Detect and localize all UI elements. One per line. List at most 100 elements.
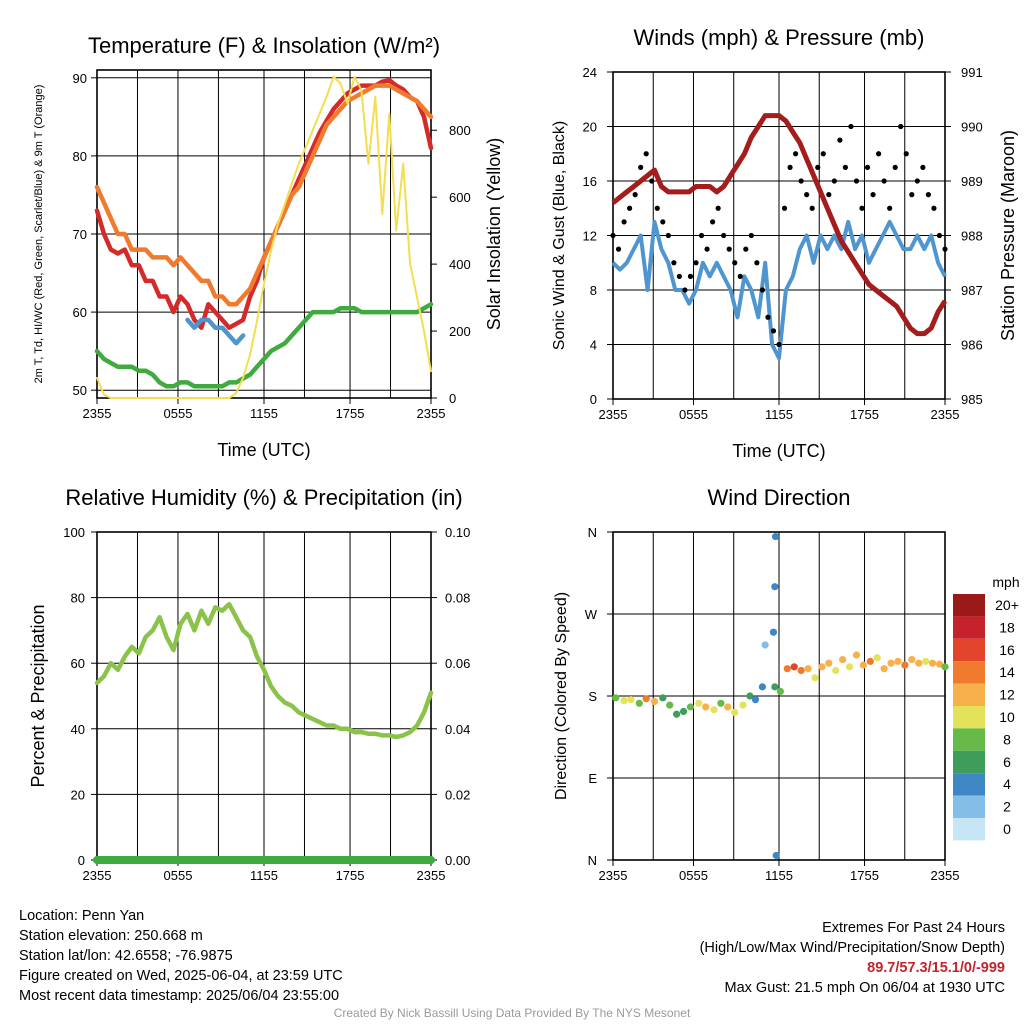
direction-point [659, 694, 667, 702]
y-tick-label: S [588, 689, 597, 704]
direction-point [832, 666, 840, 675]
gust-point [864, 164, 871, 170]
gust-point [925, 192, 932, 198]
direction-point [941, 663, 949, 671]
x-tick-label: 2355 [931, 868, 960, 883]
gust-point [676, 273, 683, 279]
credit-text: Created By Nick Bassill Using Data Provi… [333, 1006, 691, 1020]
gust-point [660, 219, 666, 225]
panel-1: 2355 0555 1155 1755 2355 50 60 70 80 90 0 200 400 600… [33, 33, 504, 460]
gust-point [726, 246, 732, 252]
direction-point [771, 532, 780, 541]
gust-point [942, 246, 948, 252]
gust-point [931, 205, 937, 211]
direction-point [772, 851, 780, 860]
legend-label: 20+ [995, 597, 1019, 613]
legend-swatch [953, 661, 985, 684]
y2-tick-label: 986 [961, 338, 983, 353]
gust-point [936, 232, 943, 239]
y-tick-label: W [585, 607, 598, 622]
legend-swatch [953, 706, 985, 729]
extremes-info: Extremes For Past 24 Hours (High/Low/Max… [700, 918, 1005, 998]
legend-swatch [953, 750, 985, 774]
series-9m-t [94, 83, 434, 307]
series-relative-humidity [94, 601, 434, 740]
series-solar-insolation [96, 75, 432, 399]
gust-point [732, 260, 738, 266]
chart-title: Wind Direction [707, 485, 850, 510]
direction-point [724, 703, 732, 711]
y2-tick-label: 600 [449, 190, 471, 205]
x-tick-label: 1155 [250, 868, 278, 883]
gust-point [649, 178, 655, 184]
direction-point [746, 692, 754, 700]
station-info: Location: Penn Yan Station elevation: 25… [19, 906, 343, 1006]
panel-2: 2355 0555 1155 1755 235504812162024985986987… [551, 25, 1018, 461]
x-tick-label: 2355 [931, 407, 960, 422]
gust-point [920, 164, 926, 170]
gust-point [743, 246, 749, 252]
x-tick-label: 1755 [850, 868, 879, 883]
direction-point [702, 703, 710, 711]
direction-point [612, 694, 620, 702]
x-tick-label: 2355 [417, 406, 446, 421]
gust-point [610, 232, 616, 239]
y-tick-label: 12 [583, 229, 597, 244]
direction-point [635, 699, 643, 707]
x-tick-label: 2355 [417, 868, 446, 883]
y2-tick-label: 991 [961, 65, 983, 80]
legend-swatch [953, 594, 985, 617]
recent-text: Most recent data timestamp: 2025/06/04 2… [19, 988, 340, 1004]
y-tick-label: 80 [71, 591, 85, 606]
y-tick-label: 16 [583, 174, 597, 189]
gust-point [798, 178, 804, 184]
gust-point [704, 246, 710, 252]
gust-point [809, 205, 815, 211]
y-tick-label: 70 [73, 227, 87, 242]
legend-swatch [953, 795, 985, 818]
direction-point [873, 654, 881, 662]
y-tick-label: 40 [71, 722, 85, 737]
gust-point [737, 273, 743, 279]
gust-point [831, 178, 837, 184]
y-tick-label: N [588, 525, 597, 540]
y2-tick-label: 0.04 [445, 722, 470, 737]
legend-swatch [953, 638, 985, 662]
direction-point [901, 661, 909, 669]
legend-label: 10 [999, 709, 1015, 725]
direction-point [717, 699, 725, 707]
gust-point [665, 232, 671, 239]
gust-point [892, 164, 898, 170]
direction-point [894, 657, 902, 665]
y-axis-label: Percent & Precipitation [28, 604, 48, 787]
direction-point [695, 699, 703, 707]
y-tick-label: 60 [73, 305, 87, 320]
chart-title: Winds (mph) & Pressure (mb) [634, 25, 925, 50]
y-tick-label: 60 [71, 656, 85, 671]
direction-point [811, 674, 819, 682]
gust-point [776, 341, 782, 348]
direction-point [928, 659, 937, 667]
extremes-title: Extremes For Past 24 Hours [822, 920, 1005, 936]
gust-point [870, 192, 876, 198]
direction-point [686, 703, 695, 711]
series-gust [610, 123, 948, 348]
extremes-subtitle: (High/Low/Max Wind/Precipitation/Snow De… [699, 940, 1005, 956]
y2-tick-label: 988 [961, 229, 983, 244]
gust-point [887, 205, 893, 211]
speed-legend: mph 20+ 18 16 14 12 10 8 6 4 2 0 [953, 574, 1020, 841]
x-axis-label: Time (UTC) [217, 440, 310, 460]
chart-title: Temperature (F) & Insolation (W/m²) [88, 33, 440, 58]
x-tick-label: 0555 [679, 407, 708, 422]
y2-tick-label: 400 [449, 257, 471, 272]
gust-point [627, 205, 633, 211]
direction-point [922, 657, 930, 665]
gust-point [820, 151, 826, 157]
direction-point [771, 683, 779, 691]
legend-label: 0 [1003, 821, 1011, 837]
gust-point [881, 178, 887, 184]
direction-point [839, 655, 847, 664]
gust-point [754, 260, 760, 266]
legend-label: 8 [1003, 731, 1011, 747]
y-tick-label: N [588, 853, 597, 868]
